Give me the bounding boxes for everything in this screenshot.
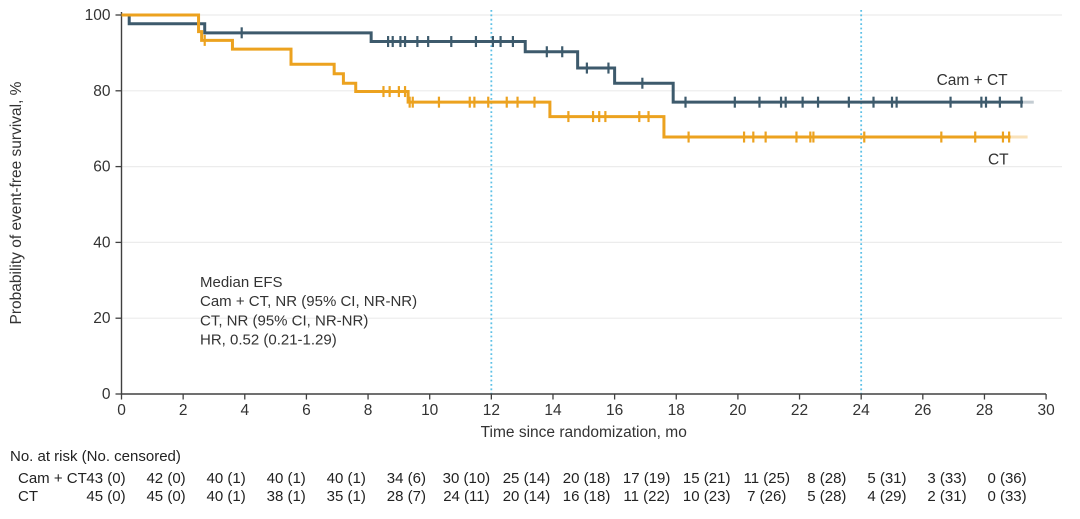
- risk-cell: 3 (33): [927, 470, 967, 487]
- risk-row-label-cam-ct: Cam + CT: [18, 470, 87, 487]
- x-tick-label: 16: [606, 402, 623, 419]
- risk-cell: 40 (1): [206, 488, 246, 505]
- risk-cell: 40 (1): [266, 470, 306, 487]
- x-tick-label: 26: [914, 402, 931, 419]
- risk-cell: 8 (28): [807, 470, 847, 487]
- x-tick-label: 28: [976, 402, 993, 419]
- x-tick-label: 12: [483, 402, 500, 419]
- x-tick-label: 6: [302, 402, 311, 419]
- annotation-line: CT, NR (95% CI, NR-NR): [200, 312, 368, 329]
- y-axis-title: Probability of event-free survival, %: [8, 81, 25, 324]
- risk-cell: 5 (28): [807, 488, 847, 505]
- risk-cell: 40 (1): [326, 470, 366, 487]
- risk-cell: 5 (31): [867, 470, 907, 487]
- x-tick-label: 8: [364, 402, 373, 419]
- risk-cell: 28 (7): [386, 488, 426, 505]
- risk-cell: 11 (25): [743, 470, 790, 487]
- km-curve-ct: [121, 13, 1011, 139]
- x-tick-label: 18: [668, 402, 685, 419]
- risk-cell: 30 (10): [442, 470, 491, 487]
- risk-cell: 4 (29): [867, 488, 907, 505]
- risk-cell: 0 (33): [987, 488, 1027, 505]
- risk-cell: 25 (14): [502, 470, 551, 487]
- risk-cell: 38 (1): [266, 488, 306, 505]
- x-tick-label: 0: [117, 402, 126, 419]
- risk-cell: 24 (11): [443, 488, 490, 505]
- risk-cell: 0 (36): [987, 470, 1027, 487]
- x-tick-label: 20: [729, 402, 747, 419]
- series-label-cam-ct: Cam + CT: [937, 72, 1009, 89]
- y-tick-label: 0: [102, 386, 111, 403]
- risk-cell: 20 (14): [502, 488, 551, 505]
- y-tick-label: 60: [93, 159, 111, 176]
- risk-cell: 7 (26): [747, 488, 787, 505]
- risk-cell: 42 (0): [146, 470, 186, 487]
- risk-cell: 35 (1): [326, 488, 366, 505]
- risk-row-label-ct: CT: [18, 488, 38, 505]
- risk-cell: 45 (0): [86, 488, 126, 505]
- x-tick-label: 14: [544, 402, 562, 419]
- x-tick-label: 2: [179, 402, 188, 419]
- x-axis-title: Time since randomization, mo: [481, 424, 687, 441]
- y-tick-label: 100: [85, 7, 111, 24]
- risk-cell: 16 (18): [562, 488, 611, 505]
- risk-cell: 40 (1): [206, 470, 246, 487]
- y-tick-label: 20: [93, 310, 111, 327]
- y-tick-label: 40: [93, 234, 111, 251]
- risk-cell: 11 (22): [623, 488, 670, 505]
- annotation-line: Median EFS: [200, 274, 283, 291]
- risk-cell: 2 (31): [927, 488, 967, 505]
- x-tick-label: 30: [1037, 402, 1055, 419]
- series-label-ct: CT: [988, 152, 1009, 169]
- x-tick-label: 24: [853, 402, 871, 419]
- x-tick-label: 22: [791, 402, 808, 419]
- km-curve-cam-ct: [121, 13, 1023, 104]
- annotation-line: Cam + CT, NR (95% CI, NR-NR): [200, 293, 417, 310]
- risk-cell: 10 (23): [682, 488, 731, 505]
- y-tick-label: 80: [93, 83, 111, 100]
- x-tick-label: 4: [240, 402, 249, 419]
- risk-cell: 43 (0): [86, 470, 126, 487]
- risk-cell: 34 (6): [386, 470, 426, 487]
- risk-table-title: No. at risk (No. censored): [10, 448, 181, 465]
- x-tick-label: 10: [421, 402, 439, 419]
- risk-cell: 17 (19): [622, 470, 671, 487]
- risk-cell: 20 (18): [562, 470, 611, 487]
- risk-cell: 15 (21): [682, 470, 731, 487]
- risk-cell: 45 (0): [146, 488, 186, 505]
- annotation-line: HR, 0.52 (0.21-1.29): [200, 332, 337, 349]
